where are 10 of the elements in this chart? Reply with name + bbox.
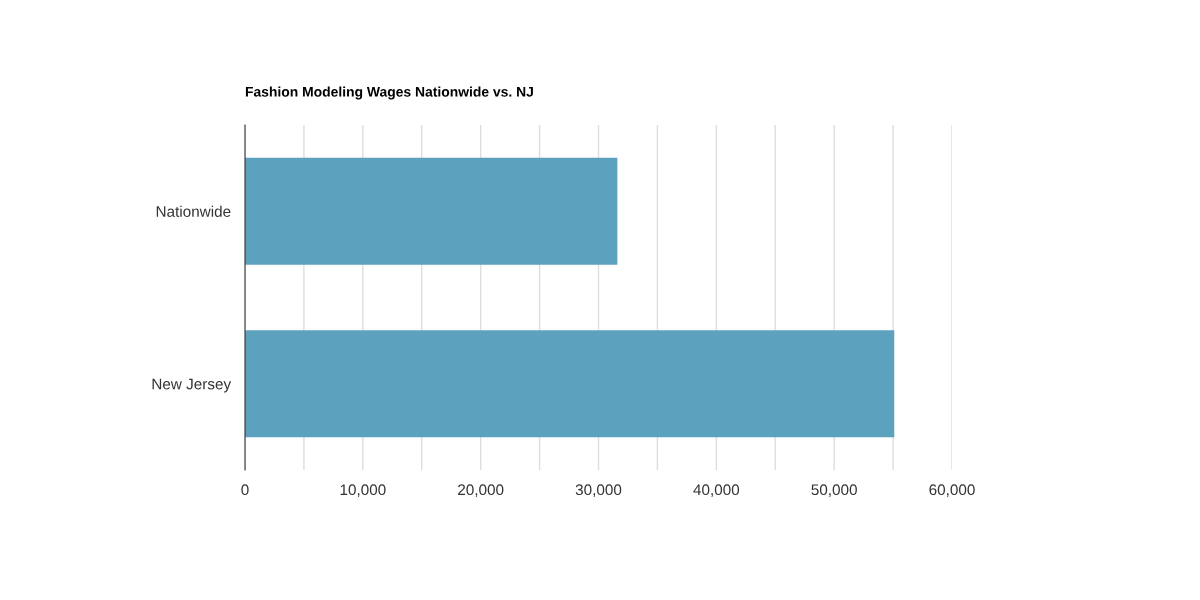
x-tick-label: 0	[241, 484, 249, 496]
y-tick-label: New Jersey	[152, 378, 232, 393]
x-tick-label: 20,000	[458, 484, 504, 497]
y-tick-label: Nationwide	[156, 205, 231, 217]
x-tick-label: 30,000	[575, 484, 622, 497]
x-tick-label: 10,000	[340, 484, 386, 497]
x-tick-label: 60,000	[929, 484, 975, 497]
x-tick-label: 50,000	[811, 484, 857, 497]
x-tick-label: 40,000	[693, 484, 740, 497]
chart-title: Fashion Modeling Wages Nationwide vs. NJ	[245, 86, 533, 100]
